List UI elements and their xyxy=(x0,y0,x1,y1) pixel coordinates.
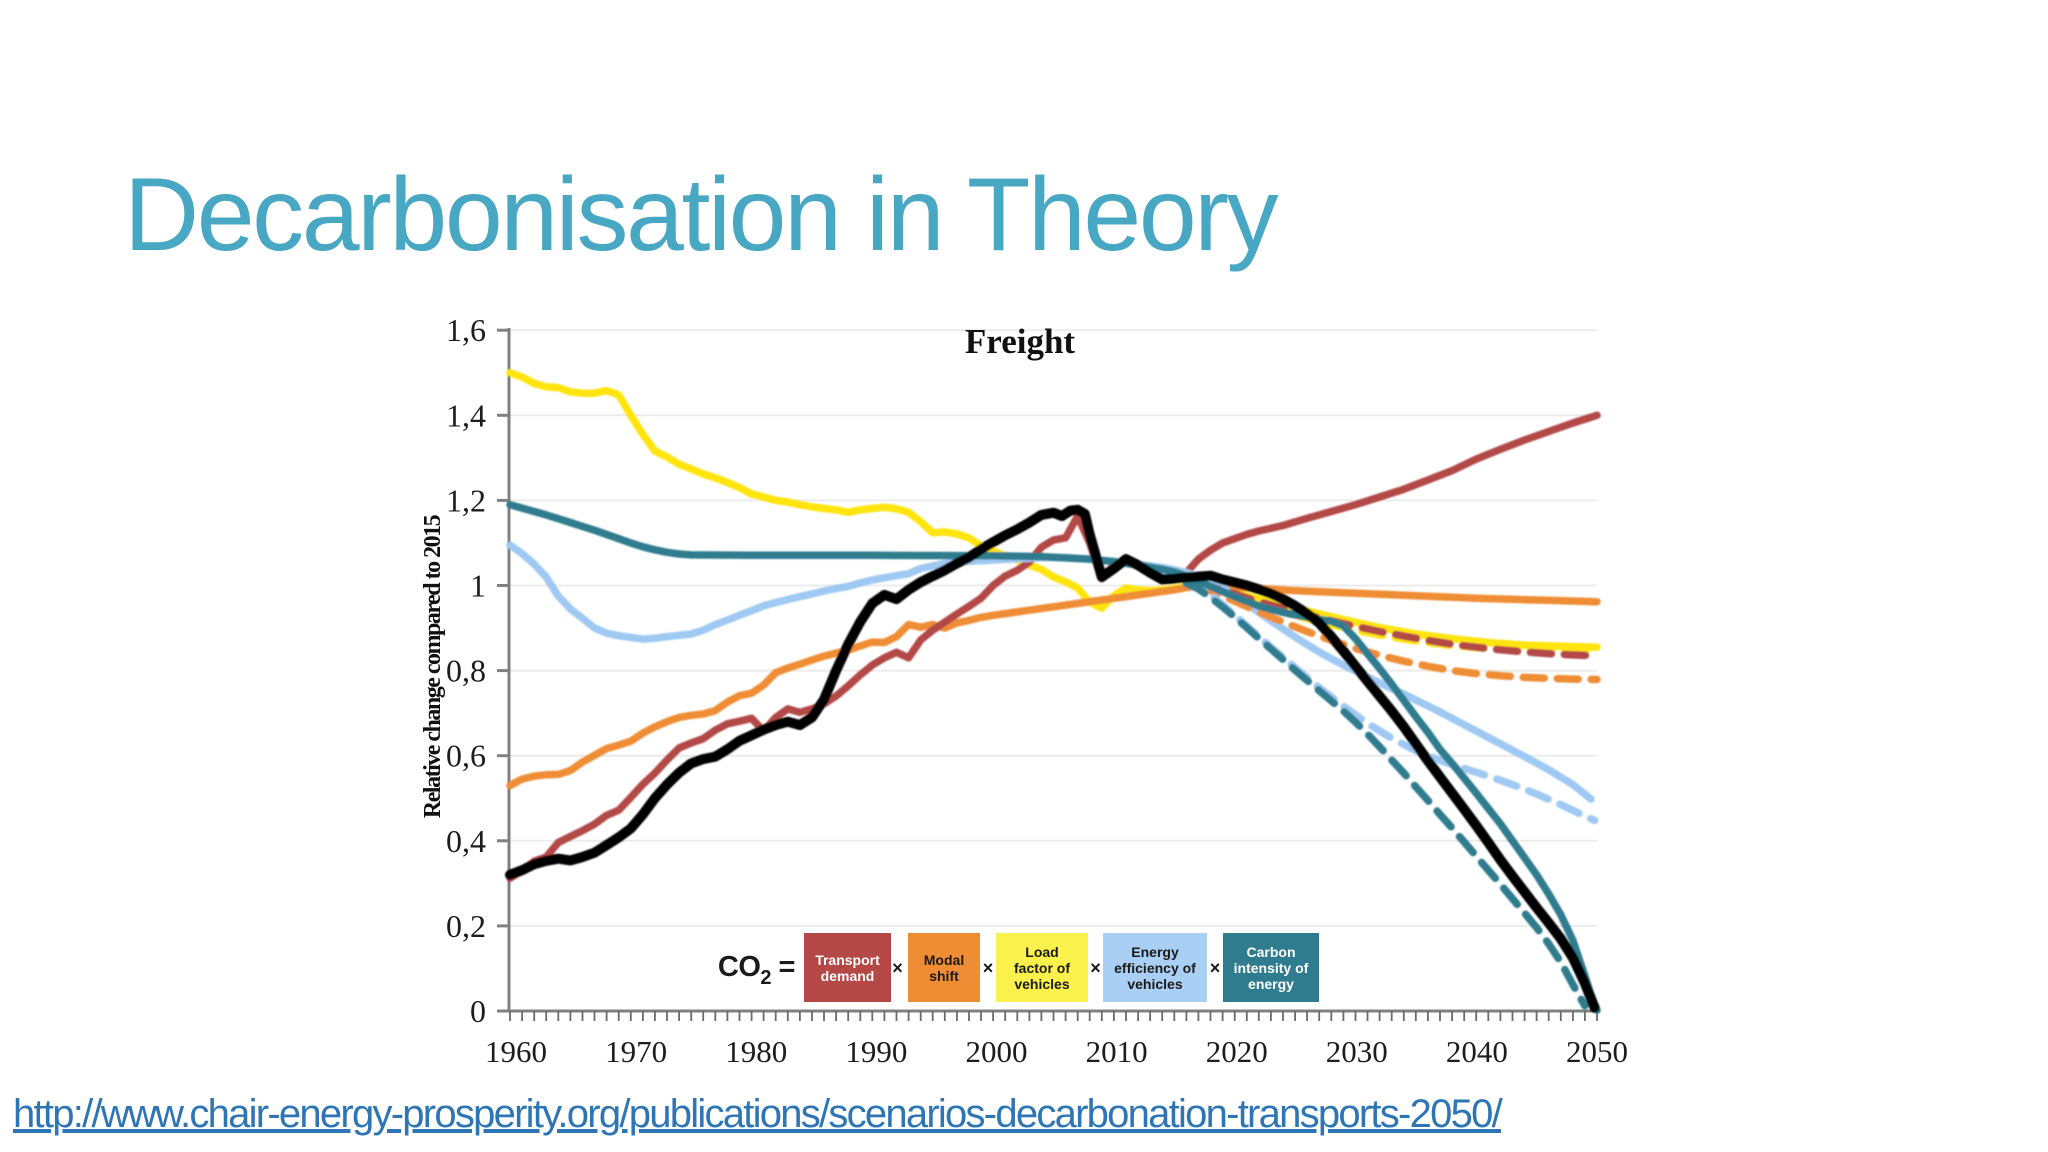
svg-text:0,4: 0,4 xyxy=(446,823,486,859)
svg-text:0,8: 0,8 xyxy=(446,653,486,689)
svg-text:2050: 2050 xyxy=(1566,1034,1628,1069)
svg-text:CO2 =: CO2 = xyxy=(718,951,795,989)
svg-text:Carbon: Carbon xyxy=(1247,944,1296,960)
svg-text:0: 0 xyxy=(470,993,486,1029)
svg-text:Freight: Freight xyxy=(965,322,1076,361)
svg-text:2020: 2020 xyxy=(1206,1034,1268,1069)
svg-text:demand: demand xyxy=(821,968,875,984)
svg-text:vehicles: vehicles xyxy=(1127,976,1182,992)
svg-text:Relative change compared to 20: Relative change compared to 2015 xyxy=(420,514,446,818)
svg-text:2040: 2040 xyxy=(1446,1034,1508,1069)
svg-text:2010: 2010 xyxy=(1086,1034,1148,1069)
svg-text:Load: Load xyxy=(1025,944,1058,960)
svg-text:2030: 2030 xyxy=(1326,1034,1388,1069)
svg-text:shift: shift xyxy=(929,968,959,984)
svg-text:Energy: Energy xyxy=(1131,944,1179,960)
svg-text:energy: energy xyxy=(1248,976,1294,992)
svg-text:1,4: 1,4 xyxy=(446,397,486,433)
svg-text:vehicles: vehicles xyxy=(1014,976,1069,992)
svg-text:Transport: Transport xyxy=(815,952,880,968)
svg-text:intensity of: intensity of xyxy=(1234,960,1309,976)
svg-text:1980: 1980 xyxy=(725,1034,787,1069)
svg-text:1,2: 1,2 xyxy=(446,482,486,518)
svg-text:1: 1 xyxy=(470,568,486,604)
svg-text:×: × xyxy=(892,958,903,978)
svg-text:efficiency of: efficiency of xyxy=(1114,960,1196,976)
svg-text:0,6: 0,6 xyxy=(446,738,486,774)
svg-text:×: × xyxy=(983,958,994,978)
svg-text:1970: 1970 xyxy=(605,1034,667,1069)
svg-text:2000: 2000 xyxy=(966,1034,1028,1069)
svg-text:0,2: 0,2 xyxy=(446,908,486,944)
svg-text:factor of: factor of xyxy=(1014,960,1070,976)
svg-text:×: × xyxy=(1210,958,1221,978)
svg-text:1990: 1990 xyxy=(845,1034,907,1069)
svg-text:1960: 1960 xyxy=(485,1034,547,1069)
svg-text:1,6: 1,6 xyxy=(446,312,486,348)
svg-text:×: × xyxy=(1090,958,1101,978)
svg-text:Modal: Modal xyxy=(924,952,964,968)
